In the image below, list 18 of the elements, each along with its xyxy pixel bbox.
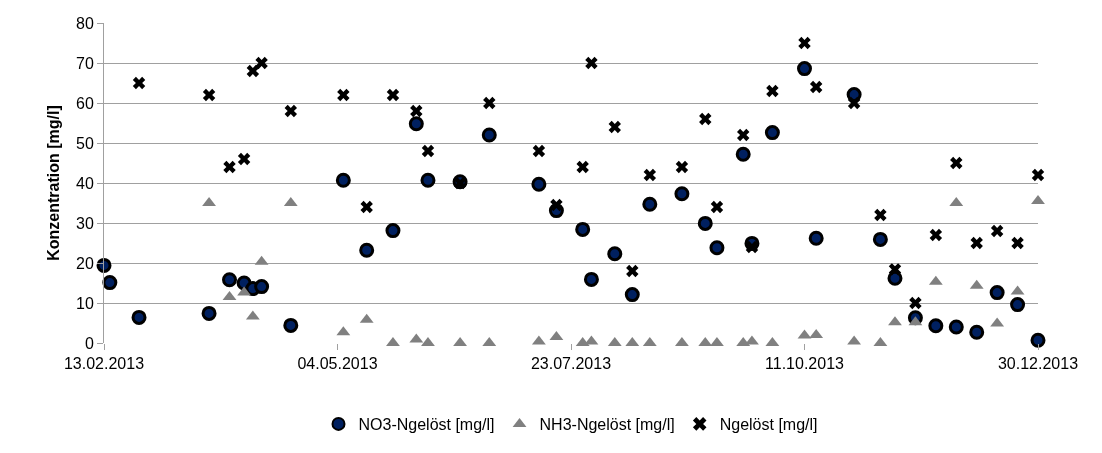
y-tick-label: 30 [76,214,94,232]
y-tick-label: 0 [84,334,94,352]
y-tick-label: 70 [76,54,94,72]
x-tick-label: 23.07.2013 [530,355,612,373]
legend-label: Ngelöst [mg/l] [719,416,818,434]
y-tick-label: 20 [76,254,94,272]
y-tick-label: 80 [76,14,94,32]
y-tick-label: 60 [76,94,94,112]
y-tick-label: 40 [76,174,94,192]
x-tick-label: 13.02.2013 [63,355,145,373]
x-tick-label: 11.10.2013 [765,355,845,373]
y-tick-label: 10 [76,294,94,312]
legend-label: NH3-Ngelöst [mg/l] [539,416,675,434]
x-tick-label: 04.05.2013 [297,355,378,373]
legend-label: NO3-Ngelöst [mg/l] [358,416,495,434]
y-axis-title: Konzentration [mg/l] [44,105,62,261]
y-tick-label: 50 [76,134,94,152]
x-tick-label: 30.12.2013 [997,355,1079,373]
